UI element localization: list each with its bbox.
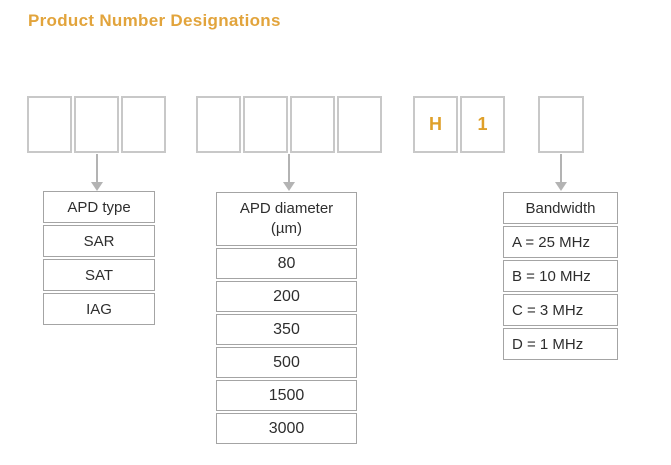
arrow-shaft xyxy=(96,154,98,182)
arrow-shaft xyxy=(560,154,562,182)
table-bandwidth: Bandwidth A = 25 MHz B = 10 MHz C = 3 MH… xyxy=(503,192,618,362)
table-row: C = 3 MHz xyxy=(503,294,618,326)
table-row: D = 1 MHz xyxy=(503,328,618,360)
table-row: 80 xyxy=(216,248,357,279)
code-cell-1: 1 xyxy=(460,96,505,153)
table-bandwidth-header: Bandwidth xyxy=(503,192,618,224)
code-cell-empty xyxy=(74,96,119,153)
arrow-down-apd-diameter xyxy=(283,154,295,191)
arrow-head-icon xyxy=(283,182,295,191)
arrow-shaft xyxy=(288,154,290,182)
arrow-head-icon xyxy=(555,182,567,191)
code-cell-empty xyxy=(337,96,382,153)
page-title: Product Number Designations xyxy=(28,11,281,30)
code-cell-empty xyxy=(27,96,72,153)
code-segment-apd-type xyxy=(27,96,166,153)
code-segment-fixed: H 1 xyxy=(413,96,505,153)
code-cell-empty xyxy=(121,96,166,153)
table-row: SAR xyxy=(43,225,155,257)
table-apd-type: APD type SAR SAT IAG xyxy=(43,191,155,327)
table-apd-diameter: APD diameter (µm) 80 200 350 500 1500 30… xyxy=(216,192,357,446)
header-line-1: APD diameter xyxy=(239,200,334,217)
code-cell-h: H xyxy=(413,96,458,153)
table-row: 200 xyxy=(216,281,357,312)
table-row: SAT xyxy=(43,259,155,291)
table-row: A = 25 MHz xyxy=(503,226,618,258)
table-row: 3000 xyxy=(216,413,357,444)
table-row: 1500 xyxy=(216,380,357,411)
header-line-2: (µm) xyxy=(270,220,303,237)
code-cell-empty xyxy=(538,96,584,153)
table-row: 350 xyxy=(216,314,357,345)
table-apd-diameter-header: APD diameter (µm) xyxy=(216,192,357,246)
table-row: 500 xyxy=(216,347,357,378)
code-segment-apd-diameter xyxy=(196,96,382,153)
code-segment-bandwidth xyxy=(538,96,584,153)
code-cell-empty xyxy=(196,96,241,153)
arrow-head-icon xyxy=(91,182,103,191)
code-cell-empty xyxy=(290,96,335,153)
arrow-down-bandwidth xyxy=(555,154,567,191)
table-row: IAG xyxy=(43,293,155,325)
arrow-down-apd-type xyxy=(91,154,103,191)
table-row: B = 10 MHz xyxy=(503,260,618,292)
code-cell-empty xyxy=(243,96,288,153)
table-apd-type-header: APD type xyxy=(43,191,155,223)
